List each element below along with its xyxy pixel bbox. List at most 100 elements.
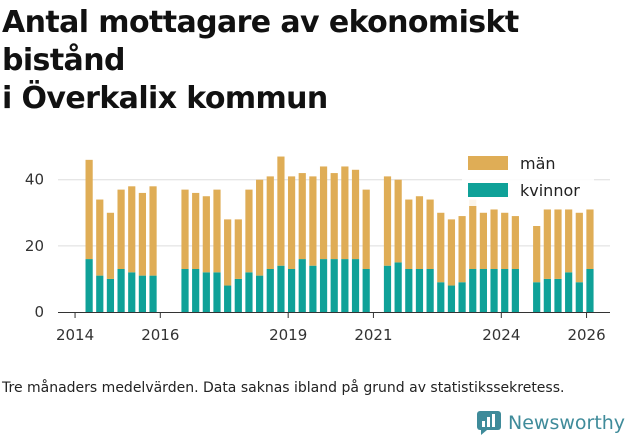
bar-kvinnor bbox=[202, 272, 210, 312]
x-axis: 2014 2016 2019 2021 2024 2026 bbox=[56, 312, 610, 344]
x-tick-label: 2024 bbox=[482, 326, 520, 344]
bar-man bbox=[96, 199, 104, 276]
bar-kvinnor bbox=[479, 269, 488, 312]
bar-man bbox=[394, 179, 402, 263]
bar-kvinnor bbox=[394, 262, 402, 312]
x-tick-label: 2016 bbox=[141, 326, 179, 344]
bar-man bbox=[202, 196, 210, 273]
bar-kvinnor bbox=[575, 282, 583, 312]
y-tick-label: 0 bbox=[34, 303, 44, 321]
bar-man bbox=[351, 169, 360, 260]
bar-man bbox=[106, 212, 115, 279]
bar-kvinnor bbox=[192, 269, 200, 312]
bar-man bbox=[277, 156, 285, 266]
bar-man bbox=[245, 189, 253, 273]
bar-man bbox=[213, 189, 221, 273]
bar-man bbox=[298, 173, 306, 260]
bar-kvinnor bbox=[128, 272, 136, 312]
bar-kvinnor bbox=[458, 282, 466, 312]
bar-man bbox=[543, 209, 551, 279]
bar-kvinnor bbox=[330, 259, 338, 312]
bar-man bbox=[533, 226, 541, 283]
bar-kvinnor bbox=[565, 272, 573, 312]
bar-kvinnor bbox=[266, 269, 274, 312]
bar-kvinnor bbox=[96, 275, 104, 312]
bar-kvinnor bbox=[149, 275, 157, 312]
bar-kvinnor bbox=[415, 269, 424, 312]
bar-man bbox=[287, 176, 296, 269]
y-tick-label: 20 bbox=[25, 237, 44, 255]
x-tick-label: 2019 bbox=[269, 326, 307, 344]
bar-man bbox=[479, 212, 488, 269]
bar-kvinnor bbox=[138, 275, 146, 312]
bar-kvinnor bbox=[511, 269, 519, 312]
chart-title: Antal mottagare av ekonomiskt bistånd i … bbox=[2, 4, 630, 118]
bar-man bbox=[192, 192, 200, 269]
bar-man bbox=[383, 176, 392, 266]
chart-title-line-1: Antal mottagare av ekonomiskt bistånd bbox=[2, 5, 519, 78]
brand-name: Newsworthy bbox=[508, 412, 626, 434]
bar-man bbox=[490, 209, 498, 269]
footnote: Tre månaders medelvärden. Data saknas ib… bbox=[2, 380, 565, 396]
bar-man bbox=[128, 186, 136, 273]
x-tick-label: 2021 bbox=[354, 326, 392, 344]
bar-kvinnor bbox=[447, 285, 456, 312]
bar-kvinnor bbox=[437, 282, 445, 312]
y-tick-label: 40 bbox=[25, 171, 44, 189]
bar-man bbox=[224, 219, 232, 286]
x-tick-label: 2026 bbox=[567, 326, 605, 344]
x-tick-label: 2014 bbox=[56, 326, 94, 344]
bar-kvinnor bbox=[490, 269, 498, 312]
bar-man bbox=[405, 199, 413, 269]
bar-man bbox=[341, 166, 349, 260]
bar-kvinnor bbox=[554, 278, 562, 312]
bar-kvinnor bbox=[586, 269, 594, 312]
bar-kvinnor bbox=[501, 269, 509, 312]
newsworthy-logo-icon bbox=[477, 411, 501, 435]
bar-kvinnor bbox=[405, 269, 413, 312]
bar-kvinnor bbox=[117, 269, 125, 312]
bar-man bbox=[181, 189, 189, 269]
bar-man bbox=[309, 176, 317, 266]
bar-kvinnor bbox=[298, 259, 306, 312]
bar-kvinnor bbox=[533, 282, 541, 312]
bar-man bbox=[565, 209, 573, 273]
bar-kvinnor bbox=[245, 272, 253, 312]
bar-kvinnor bbox=[383, 265, 392, 312]
bar-kvinnor bbox=[309, 265, 317, 312]
bar-kvinnor bbox=[543, 278, 551, 312]
bar-kvinnor bbox=[213, 272, 221, 312]
bars bbox=[85, 156, 594, 312]
bar-man bbox=[319, 166, 328, 260]
bar-man bbox=[426, 199, 434, 269]
bar-man bbox=[554, 209, 562, 279]
bar-man bbox=[85, 159, 93, 260]
bar-kvinnor bbox=[224, 285, 232, 312]
bar-man bbox=[447, 219, 456, 286]
bar-kvinnor bbox=[469, 269, 477, 312]
bar-kvinnor bbox=[277, 265, 285, 312]
bar-kvinnor bbox=[341, 259, 349, 312]
bar-man bbox=[458, 216, 466, 283]
bar-kvinnor bbox=[85, 259, 93, 312]
legend-label-man: män bbox=[520, 154, 556, 173]
bar-man bbox=[501, 212, 509, 269]
bar-man bbox=[149, 186, 157, 276]
bar-kvinnor bbox=[256, 275, 264, 312]
y-axis: 0 20 40 bbox=[25, 171, 44, 321]
bar-kvinnor bbox=[426, 269, 434, 312]
bar-kvinnor bbox=[362, 269, 370, 312]
bar-kvinnor bbox=[351, 259, 360, 312]
bar-kvinnor bbox=[234, 278, 242, 312]
bar-man bbox=[266, 176, 274, 269]
legend: män kvinnor bbox=[462, 150, 594, 206]
bar-man bbox=[362, 189, 370, 269]
bar-kvinnor bbox=[319, 259, 328, 312]
bar-man bbox=[469, 199, 477, 269]
brand-logo[interactable]: Newsworthy bbox=[476, 407, 625, 439]
legend-swatch-man bbox=[468, 156, 508, 170]
bar-man bbox=[586, 209, 594, 269]
bar-kvinnor bbox=[287, 269, 296, 312]
bar-man bbox=[415, 196, 424, 269]
